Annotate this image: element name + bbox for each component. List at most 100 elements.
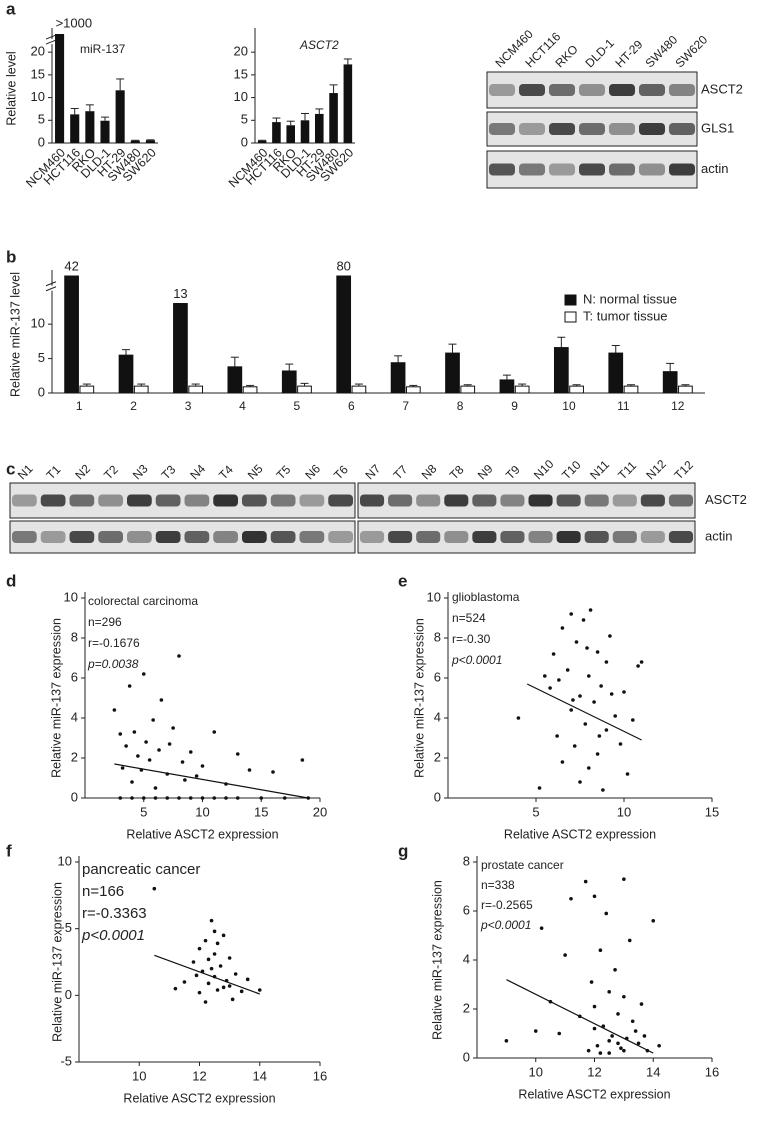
point [132,730,137,734]
point [235,796,240,800]
panel-label: a [6,0,16,18]
lane-label: T7 [391,462,411,482]
axis-break [45,39,57,45]
point [197,946,202,951]
point [127,684,132,688]
point [622,994,626,999]
point [118,796,123,800]
bar [130,140,140,143]
point [625,772,630,776]
lane-label: N12 [643,457,669,483]
blot-band [242,494,267,507]
trend-line [154,954,260,995]
y-tick-label: 5 [65,920,72,935]
axis-break [45,34,57,40]
blot-band [584,531,609,543]
point [571,698,575,702]
annotation: pancreatic cancer [82,861,200,878]
point [144,740,148,744]
bar [257,140,267,143]
point [152,886,157,891]
point [227,956,232,960]
annotation: r=-0.2565 [481,898,533,912]
bar [85,111,95,143]
point [271,770,275,774]
bar [329,93,338,143]
blot-band [579,163,605,176]
blot-band [609,123,635,135]
blot-band [669,123,695,135]
x-tick-label: 7 [402,399,409,413]
point [588,608,593,612]
point [212,952,217,956]
point [636,664,640,668]
x-tick-label: 2 [130,399,137,413]
y-axis-label: Relative miR-137 expression [430,880,444,1040]
y-tick-label: 4 [71,709,78,724]
x-tick-label: 5 [532,804,539,819]
lane-label: T12 [671,458,696,483]
blot-band [668,494,693,507]
blot-band [360,494,385,507]
point [574,640,579,644]
bar [445,352,460,394]
bar [227,366,243,394]
blot-band [416,531,441,543]
bar [336,275,352,394]
blot-band [213,494,238,507]
point [563,953,567,957]
blot-frame [357,520,696,554]
point [572,744,577,748]
y-tick-label: 4 [463,951,470,966]
blot-band [489,84,515,96]
bar [286,125,295,143]
point [141,796,146,800]
blot-band [444,494,469,507]
point [212,929,217,934]
x-tick-label: 8 [457,399,464,413]
x-tick-label: 10 [195,804,209,819]
x-tick-label: 3 [185,399,192,413]
blot-band [549,163,575,176]
point [209,918,214,923]
y-tick-label: 8 [434,629,441,644]
trend-line [506,979,654,1054]
lane-label: N1 [15,461,36,482]
point [516,716,521,720]
panel-label: g [398,841,408,860]
point [221,985,226,990]
y-tick-label: 8 [463,853,470,868]
point [233,972,238,976]
bar [55,34,65,143]
point [578,780,582,784]
point [188,750,193,754]
lane-label: N10 [531,457,557,483]
blot-band [609,163,635,176]
lane-label: T11 [615,458,639,482]
y-tick-label: 0 [463,1049,470,1064]
point [197,990,202,995]
point [595,1043,600,1048]
blot-band [328,494,353,507]
point [203,1000,208,1004]
lane-label: N11 [587,457,612,482]
bar [405,386,421,394]
x-axis-label: Relative ASCT2 expression [504,827,656,841]
point [560,760,565,764]
y-tick-label: 20 [31,44,45,59]
y-tick-label: 5 [38,112,45,127]
point [539,926,544,930]
point [230,997,235,1002]
point [206,981,211,986]
point [194,774,199,778]
point [557,678,561,682]
y-tick-label: 0 [71,789,78,804]
blot-band [242,531,267,543]
blot-band [388,531,413,543]
x-tick-label: 11 [617,399,630,413]
point [112,708,117,712]
blot-band [69,494,95,507]
lane-label: T1 [44,462,64,482]
x-tick-label: 10 [617,804,631,819]
x-tick-label: 6 [348,399,355,413]
